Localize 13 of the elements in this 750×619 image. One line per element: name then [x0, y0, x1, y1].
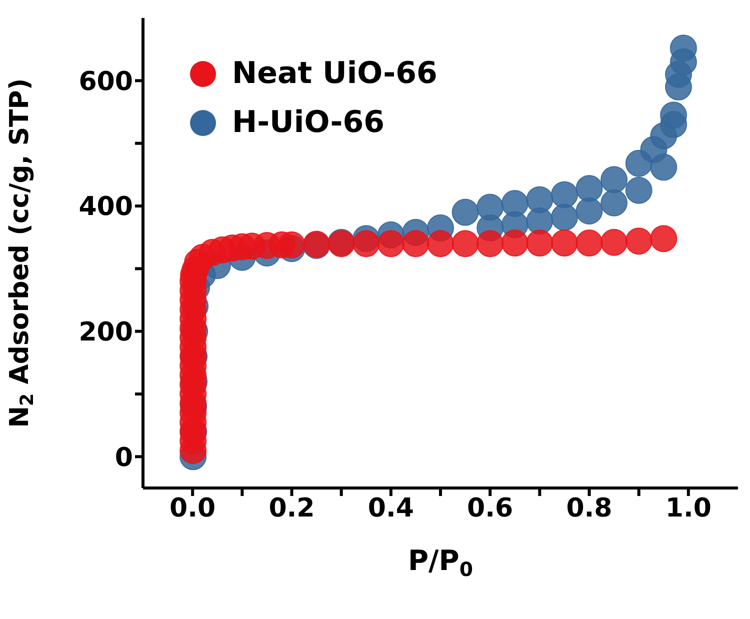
- x-tick-label: 0.8: [566, 493, 612, 524]
- x-axis-title: P/P$_{0}$: [408, 544, 473, 581]
- x-tick-label: 1.0: [665, 493, 712, 524]
- legend-label: Neat UiO-66: [232, 56, 438, 91]
- x-tick-label: 0.0: [170, 493, 216, 524]
- x-tick-label: 0.4: [368, 493, 414, 524]
- y-tick-label: 200: [78, 318, 133, 348]
- legend-label: H-UiO-66: [232, 105, 384, 140]
- y-tick-label: 400: [78, 192, 133, 222]
- y-tick-label: 600: [78, 66, 133, 97]
- y-tick-label: 0: [114, 442, 133, 473]
- x-tick-label: 0.6: [467, 493, 514, 524]
- x-tick-label: 0.2: [268, 493, 315, 524]
